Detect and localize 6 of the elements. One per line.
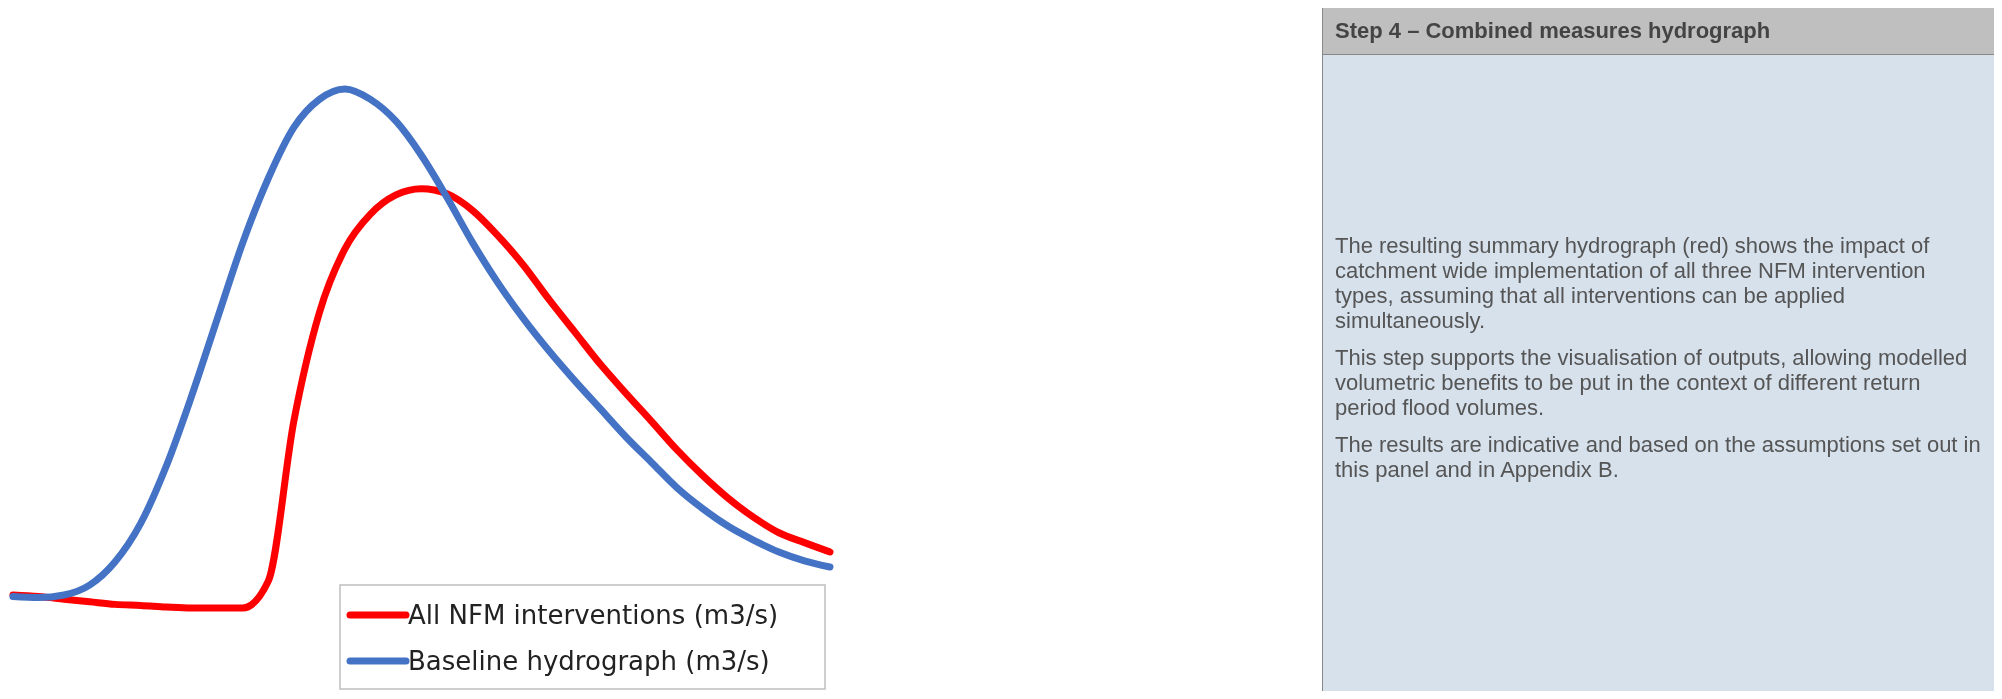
- legend-label: All NFM interventions (m3/s): [408, 600, 779, 631]
- text: This step supports the visualisation of outputs, allowing modelled volumetric benefits to be put in the context of different return period flood volumes.: [1335, 345, 1969, 420]
- text: The resulting summary hydrograph (red) shows the impact of catchment wide implementation of all three NFM intervention types, assuming that all interventions can be applied simultaneously.: [1335, 233, 1931, 333]
- legend-label: Baseline hydrograph (m3/s): [408, 646, 770, 677]
- text: The results are indicative and based on the assumptions set out in this panel and in Appendix B.: [1335, 432, 1982, 482]
- text: Step 4 – Combined measures hydrograph: [1323, 8, 1994, 55]
